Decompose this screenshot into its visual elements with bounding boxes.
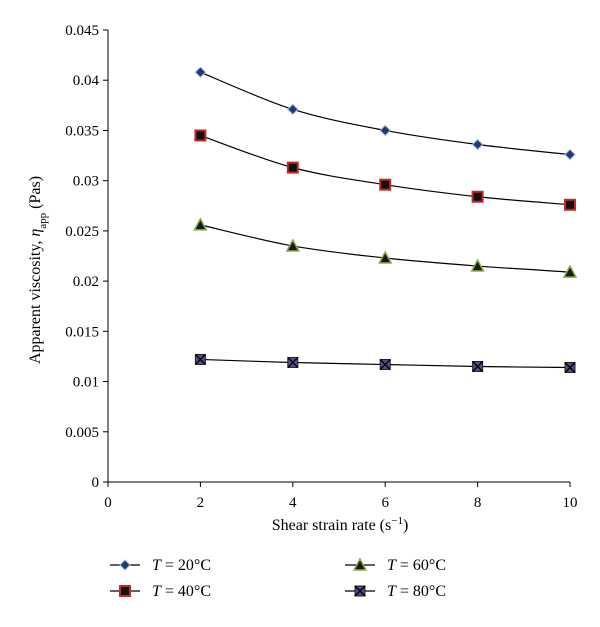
x-tick-label: 10	[563, 495, 578, 511]
y-tick-label: 0	[92, 475, 100, 491]
x-axis-title: Shear strain rate (s−1)	[272, 515, 409, 534]
y-axis-title: Apparent viscosity, ηapp (Pas)	[27, 176, 49, 364]
series-1	[194, 66, 576, 161]
legend-label: T = 40°C	[152, 583, 211, 600]
x-tick-label: 8	[474, 495, 482, 511]
data-point	[471, 190, 484, 203]
series-line	[200, 71, 571, 156]
series-line	[200, 224, 571, 273]
y-tick-label: 0.03	[73, 174, 99, 190]
y-tick-label: 0.02	[73, 274, 99, 290]
y-tick-label: 0.015	[65, 324, 99, 340]
series-3	[193, 217, 578, 278]
legend-marker	[352, 557, 368, 571]
x-tick-label: 2	[197, 495, 205, 511]
y-tick-label: 0.005	[65, 425, 99, 441]
y-tick-label: 0.04	[73, 73, 100, 89]
data-point	[194, 353, 206, 365]
data-point	[285, 238, 301, 252]
data-point	[377, 250, 393, 264]
series-line	[200, 134, 571, 206]
data-point	[564, 148, 576, 161]
x-tick-label: 6	[381, 495, 389, 511]
data-point	[562, 264, 578, 278]
y-tick-label: 0.035	[65, 123, 99, 139]
data-point	[286, 161, 299, 174]
legend-item: T = 20°C	[110, 557, 211, 574]
data-point	[470, 258, 485, 272]
legend-marker	[119, 559, 131, 571]
data-point	[472, 360, 484, 372]
x-tick-label: 4	[289, 495, 297, 511]
legend-item: T = 80°C	[345, 583, 446, 600]
data-point	[287, 103, 299, 116]
data-point	[379, 124, 391, 137]
axes: 0 0.005 0.01 0.015 0.02 0.025 0.03 0.035 0.04 0.0…	[65, 23, 577, 511]
data-point	[193, 217, 208, 231]
series-2	[194, 129, 576, 211]
data-point	[379, 358, 391, 370]
y-tick-label: 0.025	[65, 224, 99, 240]
data-point	[194, 129, 207, 142]
data-point	[194, 66, 207, 78]
data-point	[471, 138, 484, 151]
legend-label: T = 20°C	[152, 557, 211, 574]
legend-label: T = 60°C	[387, 557, 446, 574]
legend-item: T = 60°C	[345, 557, 446, 574]
y-tick-label: 0.045	[65, 23, 99, 39]
legend: T = 20°C T = 60°C T = 40°C T = 80°C	[110, 557, 446, 600]
legend-marker	[119, 585, 131, 597]
legend-marker	[354, 585, 366, 597]
x-tick-label: 0	[104, 495, 112, 511]
data-point	[564, 361, 576, 373]
data-point	[564, 198, 576, 211]
series-4	[194, 353, 576, 373]
data-point	[287, 356, 299, 368]
legend-label: T = 80°C	[387, 583, 446, 600]
y-tick-label: 0.01	[73, 375, 99, 391]
series-layer	[193, 66, 578, 373]
data-point	[379, 178, 392, 191]
legend-item: T = 40°C	[110, 583, 211, 600]
